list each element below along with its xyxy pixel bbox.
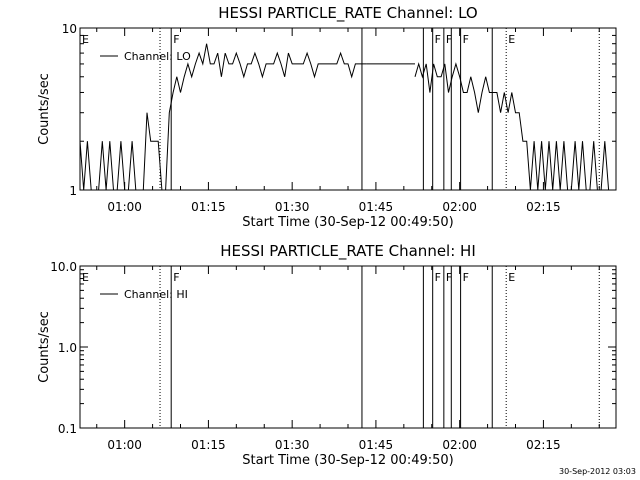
x-axis-label: Start Time (30-Sep-12 00:49:50): [242, 453, 453, 468]
x-tick-label: 01:00: [107, 200, 142, 214]
y-axis-label: Counts/sec: [37, 311, 52, 383]
y-axis-label: Counts/sec: [37, 73, 52, 145]
x-tick-label: 01:00: [107, 438, 142, 452]
footer-timestamp: 30-Sep-2012 03:03: [559, 467, 636, 476]
x-axis-label: Start Time (30-Sep-12 00:49:50): [242, 215, 453, 230]
y-tick-label: 0.1: [58, 422, 77, 436]
event-marker-f: F: [173, 33, 179, 46]
legend-label: Channel: LO: [124, 50, 191, 63]
event-marker-f: F: [446, 271, 452, 284]
series-line-channel-lo: [79, 43, 367, 191]
x-tick-label: 02:15: [526, 200, 561, 214]
event-marker-e: E: [82, 271, 89, 284]
x-tick-label: 01:15: [191, 438, 226, 452]
y-tick-label: 1.0: [58, 341, 77, 355]
legend-label: Channel: HI: [124, 288, 188, 301]
y-tick-label: 1: [69, 184, 77, 198]
x-tick-label: 02:15: [526, 438, 561, 452]
x-tick-label: 01:30: [275, 200, 310, 214]
chart-title: HESSI PARTICLE_RATE Channel: HI: [220, 242, 476, 261]
event-marker-f: F: [435, 33, 441, 46]
y-tick-label: 10.0: [50, 260, 77, 274]
x-tick-label: 01:45: [359, 438, 394, 452]
x-tick-label: 01:30: [275, 438, 310, 452]
event-marker-f: F: [446, 33, 452, 46]
x-tick-label: 01:45: [359, 200, 394, 214]
series-line-channel-lo: [414, 62, 616, 191]
panel-hi: HESSI PARTICLE_RATE Channel: HI 01:00 01:1…: [37, 242, 617, 468]
panel-lo: HESSI PARTICLE_RATE Channel: LO 01:00 01:1…: [37, 4, 617, 230]
event-marker-f: F: [435, 271, 441, 284]
x-tick-label: 02:00: [442, 438, 477, 452]
x-tick-label: 01:15: [191, 200, 226, 214]
event-marker-e: E: [508, 33, 515, 46]
event-marker-e: E: [82, 33, 89, 46]
y-tick-label: 10: [62, 22, 77, 36]
x-tick-label: 02:00: [442, 200, 477, 214]
event-marker-f: F: [463, 33, 469, 46]
chart-title: HESSI PARTICLE_RATE Channel: LO: [218, 4, 477, 23]
event-marker-f: F: [463, 271, 469, 284]
event-marker-e: E: [508, 271, 515, 284]
event-marker-f: F: [173, 271, 179, 284]
